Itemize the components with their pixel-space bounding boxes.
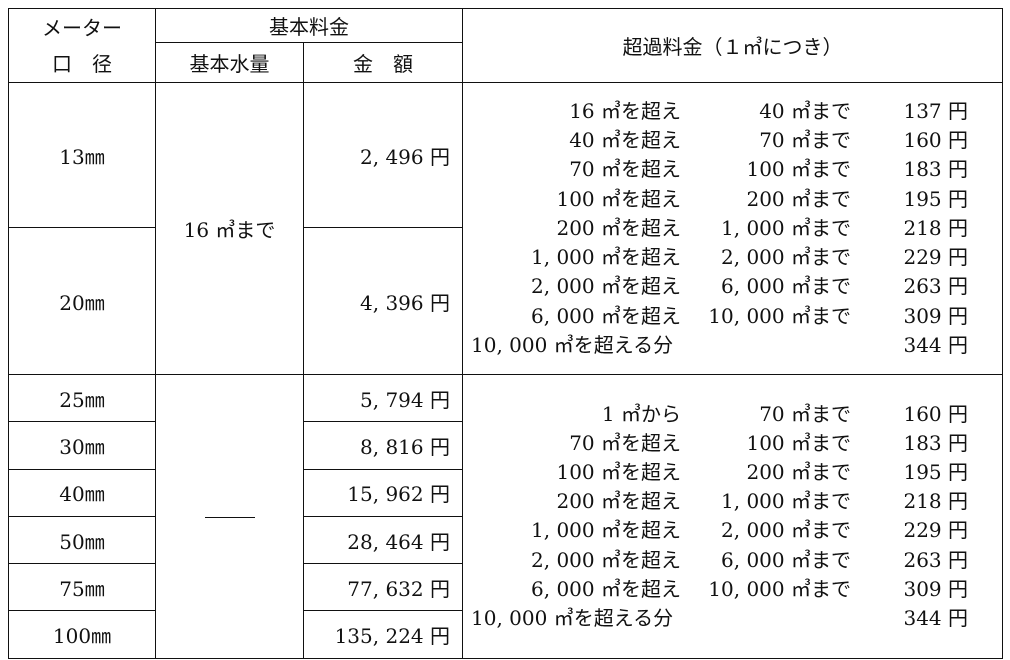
- amount-cell: 135, 224 円: [303, 610, 463, 659]
- tier-to: 6, 000 ㎥まで: [721, 547, 851, 572]
- tier-to: 6, 000 ㎥まで: [721, 274, 851, 299]
- tier-from: 16 ㎥を超え: [569, 99, 681, 124]
- tier-to: 200 ㎥まで: [746, 459, 851, 484]
- diameter-cell: 50㎜: [8, 515, 156, 565]
- tier-to: 100 ㎥まで: [746, 157, 851, 182]
- tier-to: 10, 000 ㎥まで: [708, 576, 851, 601]
- tier-price: 263 円: [903, 547, 968, 572]
- tier-from: 6, 000 ㎥を超え: [531, 576, 681, 601]
- diameter-cell: 20㎜: [8, 227, 156, 375]
- tier-from: 70 ㎥を超え: [569, 157, 681, 182]
- header-line: メーター: [42, 15, 122, 40]
- tier-from: 1 ㎥から: [601, 401, 681, 426]
- tier-price: 195 円: [903, 459, 968, 484]
- diameter-cell: 13㎜: [8, 82, 156, 228]
- tier-from: 2, 000 ㎥を超え: [531, 547, 681, 572]
- tier-to: 2, 000 ㎥まで: [721, 245, 851, 270]
- tier-to: 40 ㎥まで: [759, 99, 851, 124]
- amount-cell: 15, 962 円: [303, 468, 463, 517]
- tier-from: 100 ㎥を超え: [556, 186, 681, 211]
- amount-cell: 28, 464 円: [303, 515, 463, 565]
- tier-price: 195 円: [903, 186, 968, 211]
- meter-diameter-header: メーター 口 径: [8, 8, 156, 83]
- diameter-cell: 25㎜: [8, 373, 156, 423]
- diameter-cell: 75㎜: [8, 563, 156, 612]
- tier-from: 100 ㎥を超え: [556, 459, 681, 484]
- dash-line: [204, 517, 255, 519]
- basic-fee-header: 基本料金: [155, 8, 463, 43]
- tier-to: 10, 000 ㎥まで: [708, 303, 851, 328]
- diameter-cell: 40㎜: [8, 468, 156, 517]
- tier-from: 6, 000 ㎥を超え: [531, 303, 681, 328]
- table-row: 25㎜ 5, 794 円 1 ㎥から 70 ㎥まで 160 円 70 ㎥を超え 100 ㎥ま…: [8, 373, 1003, 659]
- table-row: 100㎜ 135, 224 円: [8, 610, 1003, 659]
- tier-last-price: 344 円: [903, 606, 968, 630]
- tier-price: 137 円: [903, 99, 968, 124]
- tier-from: 200 ㎥を超え: [556, 489, 681, 514]
- tier-from: 200 ㎥を超え: [556, 215, 681, 240]
- excess-tiers-cell: 16 ㎥を超え 40 ㎥まで 137 円 40 ㎥を超え 70 ㎥まで 160 円 70 ㎥…: [462, 82, 1003, 375]
- tier-from: 70 ㎥を超え: [569, 430, 681, 455]
- tier-to: 1, 000 ㎥まで: [721, 215, 851, 240]
- tier-price: 263 円: [903, 274, 968, 299]
- amount-cell: 8, 816 円: [303, 421, 463, 470]
- diameter-cell: 30㎜: [8, 421, 156, 470]
- tier-last-label: 10, 000 ㎥を超える分: [471, 332, 674, 357]
- tier-to: 70 ㎥まで: [759, 128, 851, 153]
- tier-last-label: 10, 000 ㎥を超える分: [471, 606, 674, 630]
- amount-cell: 5, 794 円: [303, 373, 463, 423]
- tier-price: 309 円: [903, 303, 968, 328]
- amount-cell: 4, 396 円: [303, 227, 463, 375]
- tier-to: 100 ㎥まで: [746, 430, 851, 455]
- tier-last-price: 344 円: [903, 332, 968, 357]
- tier-price: 218 円: [903, 215, 968, 240]
- tier-from: 40 ㎥を超え: [569, 128, 681, 153]
- diameter-cell: 100㎜: [8, 610, 156, 659]
- tier-from: 1, 000 ㎥を超え: [531, 518, 681, 543]
- tier-price: 160 円: [903, 128, 968, 153]
- tier-price: 183 円: [903, 430, 968, 455]
- basic-volume-cell: [155, 374, 304, 659]
- excess-tiers-cell: 1 ㎥から 70 ㎥まで 160 円 70 ㎥を超え 100 ㎥まで 183 円 100 ㎥…: [462, 374, 1003, 659]
- header-line: 口 径: [52, 51, 112, 76]
- tier-to: 2, 000 ㎥まで: [721, 518, 851, 543]
- tier-price: 309 円: [903, 576, 968, 601]
- amount-cell: 2, 496 円: [303, 82, 463, 228]
- water-rate-table: メーター 口 径 基本料金 超過料金（１㎥につき） 基本水量 金 額 13㎜ 1…: [8, 8, 1003, 659]
- excess-fee-header: 超過料金（１㎥につき）: [462, 8, 1003, 83]
- tier-from: 2, 000 ㎥を超え: [531, 274, 681, 299]
- table-row: 50㎜ 28, 464 円: [8, 515, 1003, 565]
- tier-list: 16 ㎥を超え 40 ㎥まで 137 円 40 ㎥を超え 70 ㎥まで 160 円 70 ㎥…: [463, 97, 1002, 360]
- table-row: 30㎜ 8, 816 円: [8, 421, 1003, 470]
- tier-to: 1, 000 ㎥まで: [721, 489, 851, 514]
- tier-from: 1, 000 ㎥を超え: [531, 245, 681, 270]
- tier-to: 200 ㎥まで: [746, 186, 851, 211]
- tier-price: 229 円: [903, 518, 968, 543]
- basic-volume-header: 基本水量: [155, 42, 304, 83]
- tier-price: 183 円: [903, 157, 968, 182]
- amount-cell: 77, 632 円: [303, 563, 463, 612]
- tier-price: 218 円: [903, 489, 968, 514]
- tier-price: 229 円: [903, 245, 968, 270]
- tier-price: 160 円: [903, 401, 968, 426]
- amount-header: 金 額: [303, 42, 463, 83]
- tier-list: 1 ㎥から 70 ㎥まで 160 円 70 ㎥を超え 100 ㎥まで 183 円 100 ㎥…: [463, 400, 1002, 634]
- basic-volume-cell: 16 ㎥まで: [155, 82, 304, 375]
- tier-to: 70 ㎥まで: [759, 401, 851, 426]
